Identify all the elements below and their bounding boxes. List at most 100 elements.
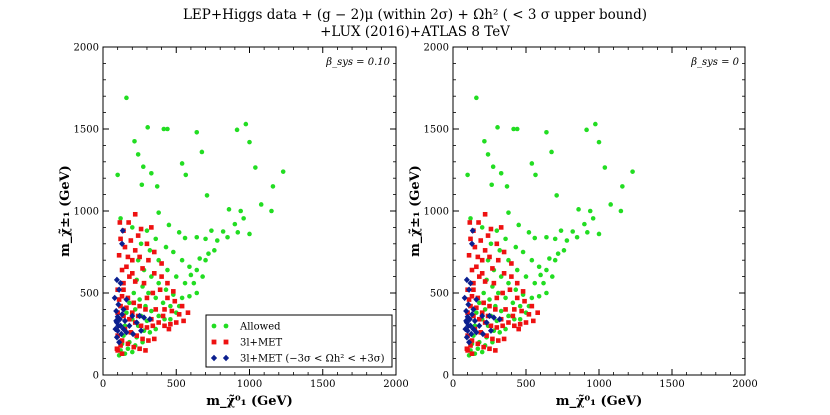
data-point-3l-met-band — [119, 227, 126, 234]
data-point-3l-met — [487, 254, 492, 260]
data-point-3l-met-band — [113, 276, 120, 284]
data-point-allowed — [168, 303, 173, 309]
data-point-3l-met-band — [126, 322, 133, 329]
data-point-allowed — [479, 349, 485, 355]
x-tick-label: 500 — [516, 379, 535, 390]
data-point-allowed — [584, 127, 589, 133]
data-point-allowed — [552, 236, 558, 242]
data-point-allowed — [516, 222, 521, 228]
data-point-3l-met — [478, 330, 484, 335]
data-point-3l-met — [494, 325, 500, 330]
data-point-allowed — [481, 290, 486, 296]
data-point-3l-met-band — [129, 312, 136, 320]
data-point-allowed — [156, 313, 161, 319]
data-point-3l-met — [516, 326, 521, 332]
data-point-allowed — [574, 234, 580, 240]
data-point-allowed — [498, 308, 504, 314]
data-point-3l-met — [481, 344, 486, 350]
legend-entry-label: 3l+MET — [240, 338, 282, 349]
data-point-allowed — [138, 241, 144, 247]
data-point-3l-met — [124, 305, 129, 311]
data-point-allowed — [234, 127, 240, 133]
data-point-3l-met-band — [123, 329, 130, 336]
data-point-allowed — [163, 287, 169, 293]
data-point-allowed — [200, 274, 205, 279]
data-point-allowed — [191, 280, 197, 286]
data-point-3l-met — [535, 310, 540, 315]
data-point-3l-met — [168, 321, 173, 327]
data-point-allowed — [468, 216, 473, 221]
data-point-3l-met-band — [118, 330, 125, 338]
data-point-3l-met-band — [468, 311, 475, 318]
data-point-allowed — [475, 346, 481, 352]
y-axis-label: m_χ̃±₁ (GeV) — [408, 165, 423, 257]
data-point-allowed — [203, 257, 208, 263]
data-point-3l-met-band — [476, 322, 483, 329]
data-point-allowed — [513, 287, 519, 293]
data-point-allowed — [541, 280, 546, 286]
data-point-3l-met — [165, 295, 170, 301]
data-point-3l-met — [494, 241, 500, 247]
data-point-3l-met-band — [130, 330, 137, 338]
beta-sys-annotation: β_sys = 0 — [690, 57, 739, 68]
data-point-3l-met — [149, 225, 154, 230]
data-point-3l-met — [118, 303, 123, 309]
data-point-allowed — [544, 290, 549, 296]
data-point-3l-met — [529, 303, 535, 309]
data-point-3l-met — [131, 344, 137, 350]
series-square — [464, 211, 540, 356]
data-point-3l-met — [466, 297, 472, 302]
data-point-3l-met — [494, 295, 500, 301]
data-point-allowed — [204, 193, 210, 198]
y-tick-label: 1000 — [424, 207, 449, 218]
data-point-3l-met-band — [113, 334, 120, 341]
data-point-3l-met — [478, 238, 484, 243]
data-point-3l-met — [500, 323, 505, 329]
data-point-3l-met — [137, 303, 142, 309]
data-point-3l-met-band — [123, 296, 130, 303]
data-point-allowed — [564, 238, 570, 243]
data-point-3l-met — [512, 323, 517, 329]
data-point-allowed — [168, 316, 173, 322]
data-point-allowed — [620, 184, 625, 189]
data-point-allowed — [495, 290, 501, 296]
data-point-3l-met — [157, 287, 163, 293]
y-tick-label: 0 — [443, 371, 449, 382]
data-point-allowed — [529, 161, 535, 166]
data-point-3l-met — [479, 271, 485, 276]
x-axis-label: m_χ̃⁰₁ (GeV) — [206, 394, 292, 409]
data-point-allowed — [596, 231, 602, 237]
data-point-3l-met — [171, 289, 176, 294]
data-point-3l-met — [150, 290, 156, 296]
data-point-allowed — [503, 295, 508, 301]
data-point-allowed — [270, 184, 276, 189]
data-point-3l-met-band — [463, 317, 470, 325]
data-point-allowed — [199, 149, 205, 155]
data-point-3l-met — [493, 307, 498, 312]
data-point-3l-met-band — [119, 240, 126, 247]
x-tick-label: 1500 — [659, 379, 684, 390]
data-point-allowed — [149, 170, 154, 176]
data-point-3l-met-band — [119, 311, 126, 318]
data-point-allowed — [532, 235, 538, 241]
data-point-allowed — [506, 280, 511, 286]
data-point-3l-met — [468, 303, 473, 309]
data-point-allowed — [593, 121, 598, 127]
data-point-allowed — [247, 231, 252, 237]
data-point-allowed — [238, 208, 244, 214]
data-point-3l-met — [128, 330, 134, 335]
data-point-3l-met-band — [111, 294, 118, 302]
data-point-3l-met-band — [114, 327, 121, 334]
data-point-3l-met — [117, 220, 123, 225]
data-point-allowed — [130, 225, 135, 230]
data-point-3l-met — [485, 233, 491, 238]
data-point-allowed — [176, 230, 182, 235]
data-point-3l-met — [523, 320, 529, 325]
data-point-3l-met — [122, 244, 128, 250]
data-point-allowed — [549, 149, 554, 155]
data-point-3l-met — [146, 257, 151, 263]
data-point-allowed — [165, 267, 170, 273]
data-point-3l-met-band — [121, 317, 128, 325]
data-point-allowed — [161, 126, 167, 132]
data-point-3l-met-band — [116, 286, 123, 293]
